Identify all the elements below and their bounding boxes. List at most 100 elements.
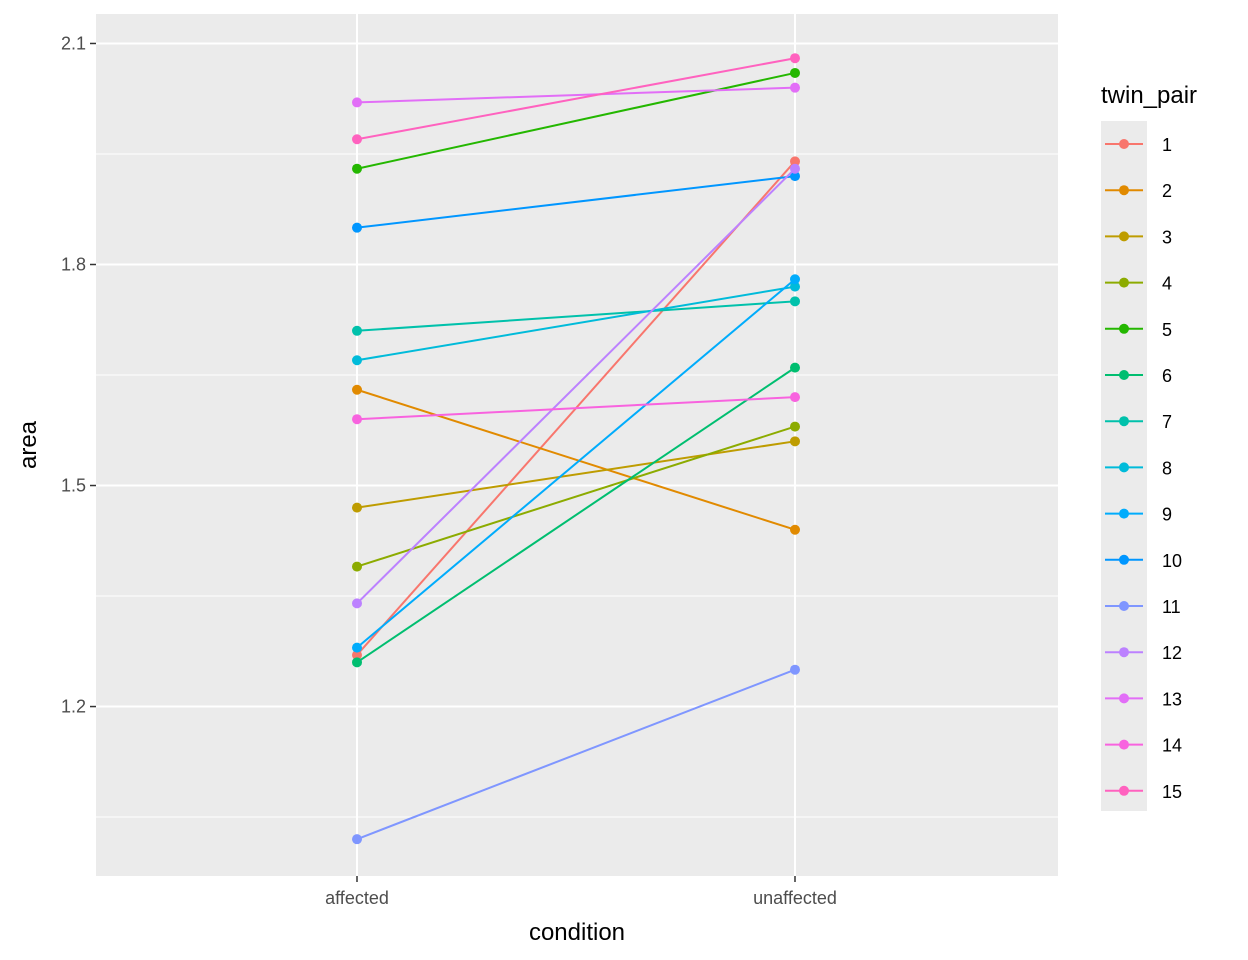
series-line [356,57,796,141]
series-twin-pair-8 [352,281,800,366]
y-tick-label: 2.1 [61,33,86,53]
series-line [356,278,796,649]
legend-key-point [1119,739,1129,750]
series-twin-pair-14 [352,392,800,425]
legend-item: 7 [1105,412,1172,432]
data-point [790,421,800,432]
series-line [356,300,796,332]
data-point [790,392,800,403]
series-line [356,285,796,362]
data-point [352,642,362,653]
series-line [356,388,796,531]
data-point [790,156,800,167]
series-twin-pair-5 [352,67,800,174]
data-point [352,657,362,668]
data-point [352,502,362,513]
legend-label: 7 [1162,412,1172,432]
legend-key-point [1119,462,1129,473]
x-axis-title: condition [529,919,625,946]
y-axis-title: area [15,420,42,469]
series-twin-pair-4 [352,421,800,572]
legend-key-point [1119,370,1129,380]
legend-label: 15 [1162,782,1182,802]
series-line [356,425,796,568]
legend-item: 15 [1105,782,1182,802]
data-point [352,163,362,174]
legend-label: 11 [1162,597,1181,617]
data-point [352,649,362,660]
series-layer [352,53,800,845]
legend-item: 2 [1105,181,1172,201]
legend-label: 4 [1162,274,1172,294]
x-tick-label: affected [325,888,389,908]
legend-label: 6 [1162,366,1172,386]
legend-key-point [1119,693,1129,704]
legend-key-point [1119,601,1129,611]
data-point [352,97,362,108]
data-point [352,598,362,609]
legend-label: 8 [1162,458,1172,478]
data-point [352,834,362,845]
data-point [790,67,800,78]
legend-item: 11 [1105,597,1181,617]
legend-key-point [1119,277,1129,288]
x-axis: affected unaffected [325,876,837,908]
data-point [790,82,800,93]
legend-key-point [1119,508,1129,519]
legend-item: 13 [1105,689,1182,709]
legend-item: 1 [1105,135,1172,155]
legend-title: twin_pair [1101,82,1197,109]
series-twin-pair-7 [352,296,800,336]
legend-item: 9 [1105,505,1172,525]
series-twin-pair-6 [352,362,800,668]
series-line [356,366,796,664]
y-axis: 1.2 1.5 1.8 2.1 [61,33,96,717]
series-line [356,175,796,229]
data-point [352,384,362,395]
series-line [356,396,796,421]
data-point [352,355,362,366]
legend-label: 14 [1162,736,1182,756]
x-tick-label: unaffected [753,888,837,908]
legend-item: 5 [1105,320,1172,340]
legend-item: 12 [1105,643,1182,663]
data-point [352,561,362,572]
legend-key-point [1119,139,1129,149]
legend-key-point [1119,231,1129,242]
series-twin-pair-3 [352,436,800,513]
legend-key-point [1119,323,1129,334]
grid-major [96,14,1058,876]
series-line [356,71,796,170]
y-tick-label: 1.5 [61,476,86,496]
y-tick-label: 1.8 [61,254,86,274]
legend-label: 13 [1162,689,1182,709]
series-twin-pair-9 [352,274,800,653]
data-point [790,274,800,285]
data-point [352,325,362,336]
data-point [790,53,800,64]
series-line [356,86,796,104]
legend-item: 8 [1105,458,1172,478]
legend-item: 14 [1105,736,1182,756]
legend-item: 3 [1105,227,1172,247]
data-point [790,664,800,675]
legend-key-point [1119,554,1129,565]
series-twin-pair-11 [352,664,800,845]
data-point [790,171,800,182]
series-twin-pair-12 [352,163,800,609]
data-point [790,436,800,447]
data-point [352,134,362,145]
series-twin-pair-10 [352,171,800,233]
data-point [790,296,800,307]
legend-label: 3 [1162,227,1172,247]
data-point [790,281,800,292]
legend-item: 6 [1105,366,1172,386]
data-point [790,362,800,373]
legend-label: 12 [1162,643,1182,663]
legend-item: 10 [1105,551,1182,571]
legend-label: 10 [1162,551,1182,571]
plot-panel [96,14,1058,876]
series-line [356,668,796,841]
